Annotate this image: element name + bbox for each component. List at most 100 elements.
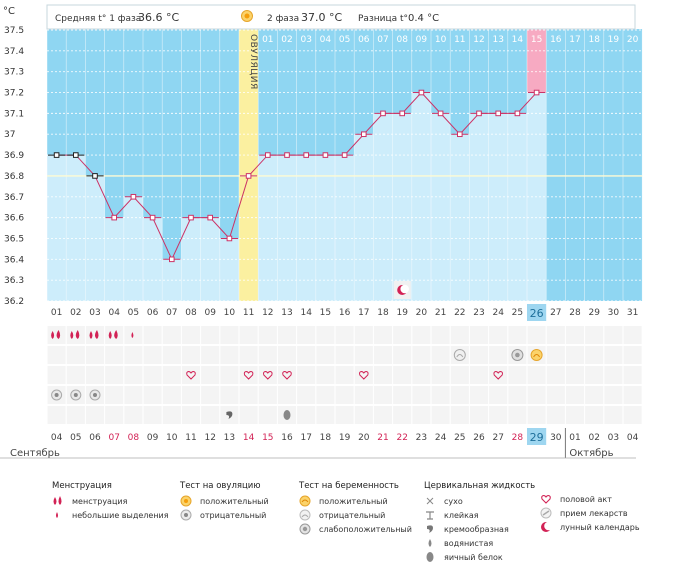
marker-cell (489, 326, 508, 344)
menstruation-marker (108, 330, 118, 339)
month-start-label: Сентябрь (10, 448, 60, 459)
marker-cell (105, 346, 124, 364)
temperature-point (437, 110, 444, 117)
marker-cell (162, 366, 181, 384)
marker-cell (431, 346, 450, 364)
ovulation-label: ОВУЛЯЦИЯ (248, 34, 258, 90)
cycle-day-label: 27 (550, 308, 561, 318)
marker-cell (47, 406, 66, 424)
temperature-bar (335, 155, 355, 301)
marker-cell (393, 326, 412, 344)
marker-cell (162, 326, 181, 344)
marker-cell (450, 406, 469, 424)
cycle-day-label: 04 (108, 308, 120, 318)
marker-cell (546, 406, 565, 424)
y-tick-label: 36.7 (4, 193, 24, 203)
marker-cell (450, 326, 469, 344)
marker-cell (393, 366, 412, 384)
date-label: 15 (262, 433, 273, 443)
temperature-point (92, 173, 98, 179)
marker-cell (162, 346, 181, 364)
marker-cell (239, 366, 258, 384)
marker-cell (201, 406, 220, 424)
legend-cervical: Цервикальная жидкость сухо клейкая кремо… (424, 481, 535, 564)
date-label: 14 (243, 433, 255, 443)
marker-cell (373, 326, 393, 344)
marker-cell (527, 386, 546, 404)
marker-cell (450, 366, 469, 384)
marker-cell (124, 406, 143, 424)
legend-pregnancy-weak: слабоположительный (319, 524, 412, 534)
cycle-day-label: 30 (608, 308, 620, 318)
date-label: 12 (204, 433, 215, 443)
marker-cell (124, 386, 143, 404)
date-label: 13 (224, 433, 235, 443)
marker-cell (277, 366, 297, 384)
menstruation-icon (52, 495, 66, 507)
ovulation-band (239, 5, 259, 301)
temperature-point (418, 89, 425, 96)
marker-cell (585, 346, 604, 364)
cycle-day-label: 29 (588, 308, 600, 318)
marker-cell (354, 326, 373, 344)
legend-medication: прием лекарств (560, 508, 628, 518)
marker-cell (297, 346, 316, 364)
marker-cell (297, 366, 316, 384)
marker-cell (277, 346, 297, 364)
heart-marker (282, 370, 292, 380)
phase2-day-label: 07 (377, 35, 388, 45)
marker-cell (546, 366, 565, 384)
temperature-point (476, 110, 482, 117)
y-tick-label: 37.1 (4, 109, 24, 119)
marker-cell (258, 406, 277, 424)
marker-cell (85, 366, 105, 384)
phase2-day-label: 06 (358, 35, 370, 45)
pregweak-marker (511, 349, 524, 361)
phase2-day-label: 17 (569, 35, 580, 45)
temperature-point (245, 173, 252, 179)
date-label: 24 (435, 433, 447, 443)
marker-cell (565, 406, 585, 424)
cycle-day-label: 24 (492, 308, 504, 318)
temperature-bar (411, 92, 431, 302)
marker-cell (489, 406, 508, 424)
marker-cell (316, 406, 335, 424)
date-label: 19 (339, 433, 351, 443)
today-band (527, 29, 547, 93)
legend-pregnancy-negative: отрицательный (319, 510, 386, 520)
phase2-day-label: 09 (416, 35, 428, 45)
menstruation-marker (89, 330, 99, 339)
temperature-point (341, 152, 348, 158)
date-label: 21 (377, 433, 388, 443)
legend-cervical-title: Цервикальная жидкость (424, 481, 536, 491)
pregnancy-negative-icon (299, 509, 313, 521)
marker-cell (354, 386, 373, 404)
marker-cell (143, 326, 162, 344)
legend-watery: водянистая (444, 538, 494, 548)
marker-cell (277, 386, 297, 404)
marker-cell (354, 406, 373, 424)
phase1-label: Средняя t° 1 фаза (55, 14, 141, 24)
cycle-day-label: 06 (147, 308, 159, 318)
marker-cell (47, 346, 66, 364)
temperature-bar (296, 155, 316, 301)
temperature-point (111, 214, 118, 221)
marker-cell (220, 386, 239, 404)
marker-cell (431, 366, 450, 384)
date-label: 22 (396, 433, 407, 443)
marker-cell (201, 326, 220, 344)
cycle-day-label: 05 (128, 308, 139, 318)
marker-cell (105, 366, 124, 384)
temperature-point (73, 152, 79, 158)
creamy-icon (424, 523, 438, 535)
marker-cell (201, 386, 220, 404)
marker-cell (412, 366, 431, 384)
marker-cell (508, 386, 527, 404)
marker-cell (143, 386, 162, 404)
phase2-day-label: 05 (339, 35, 350, 45)
marker-cell (124, 366, 143, 384)
marker-cell (258, 326, 277, 344)
marker-cell (623, 406, 642, 424)
date-label: 29 (530, 431, 544, 444)
phase2-day-label: 11 (454, 35, 465, 45)
